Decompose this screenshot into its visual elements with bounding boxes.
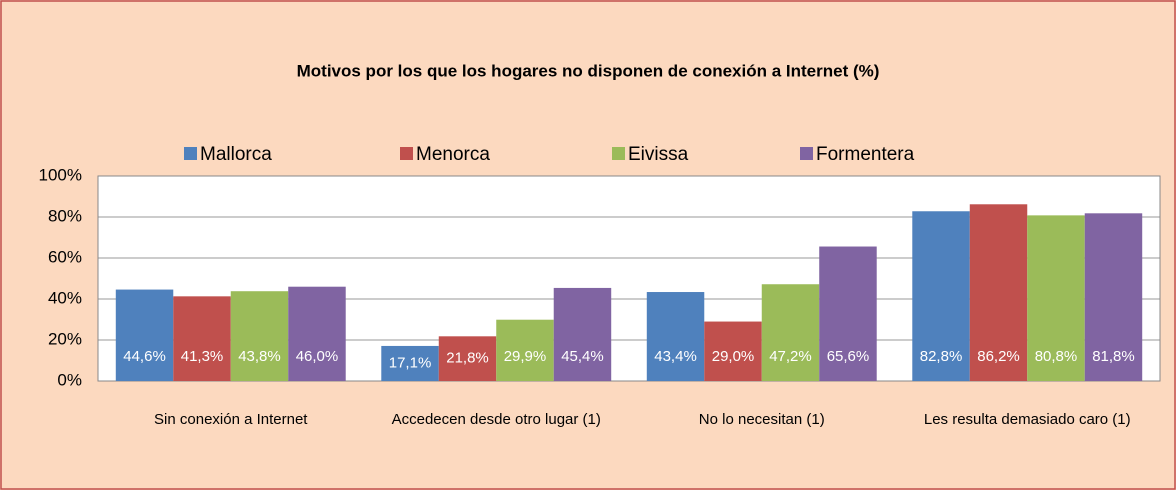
data-label: 65,6% — [827, 348, 870, 365]
bar — [496, 319, 554, 381]
y-tick-label: 40% — [48, 288, 82, 307]
bar — [115, 289, 174, 381]
x-tick-label: Les resulta demasiado caro (1) — [923, 411, 1131, 428]
x-tick-label: Accedecen desde otro lugar (1) — [391, 411, 601, 428]
legend-label: Menorca — [416, 144, 490, 165]
plot-border — [97, 175, 1161, 382]
legend-label: Formentera — [816, 144, 915, 165]
bar — [553, 287, 612, 381]
y-tick-label: 100% — [39, 165, 82, 184]
bar — [969, 204, 1028, 381]
data-label: 44,6% — [123, 348, 166, 365]
data-label: 81,8% — [1092, 348, 1135, 365]
data-label: 46,0% — [296, 348, 339, 365]
y-tick-label: 60% — [48, 247, 82, 266]
chart-title: Motivos por los que los hogares no dispo… — [297, 61, 880, 80]
bar — [173, 296, 231, 381]
bar — [438, 336, 497, 381]
bar — [912, 211, 970, 381]
legend-swatch — [400, 147, 413, 160]
legend-label: Eivissa — [628, 144, 689, 165]
data-label: 17,1% — [389, 354, 432, 371]
bar — [1084, 213, 1143, 381]
y-tick-label: 80% — [48, 206, 82, 225]
data-label: 80,8% — [1035, 348, 1078, 365]
data-label: 29,0% — [712, 348, 755, 365]
x-tick-label: Sin conexión a Internet — [154, 411, 308, 428]
bar — [819, 246, 877, 381]
data-label: 86,2% — [977, 348, 1020, 365]
data-label: 82,8% — [920, 348, 963, 365]
legend-swatch — [800, 147, 813, 160]
data-label: 47,2% — [769, 348, 812, 365]
bar — [761, 284, 820, 381]
data-label: 43,8% — [238, 348, 281, 365]
bar — [381, 345, 439, 381]
y-tick-label: 0% — [57, 370, 82, 389]
bar — [646, 292, 705, 381]
bar — [288, 286, 346, 381]
data-label: 41,3% — [181, 348, 224, 365]
data-label: 45,4% — [561, 348, 604, 365]
y-tick-label: 20% — [48, 329, 82, 348]
data-label: 29,9% — [504, 348, 547, 365]
data-label: 21,8% — [446, 350, 489, 367]
legend-swatch — [184, 147, 197, 160]
data-label: 43,4% — [654, 348, 697, 365]
bar — [1027, 215, 1085, 381]
legend-swatch — [612, 147, 625, 160]
legend-label: Mallorca — [200, 144, 272, 165]
bar — [704, 321, 762, 381]
x-tick-label: No lo necesitan (1) — [698, 411, 825, 428]
bar — [230, 291, 289, 381]
